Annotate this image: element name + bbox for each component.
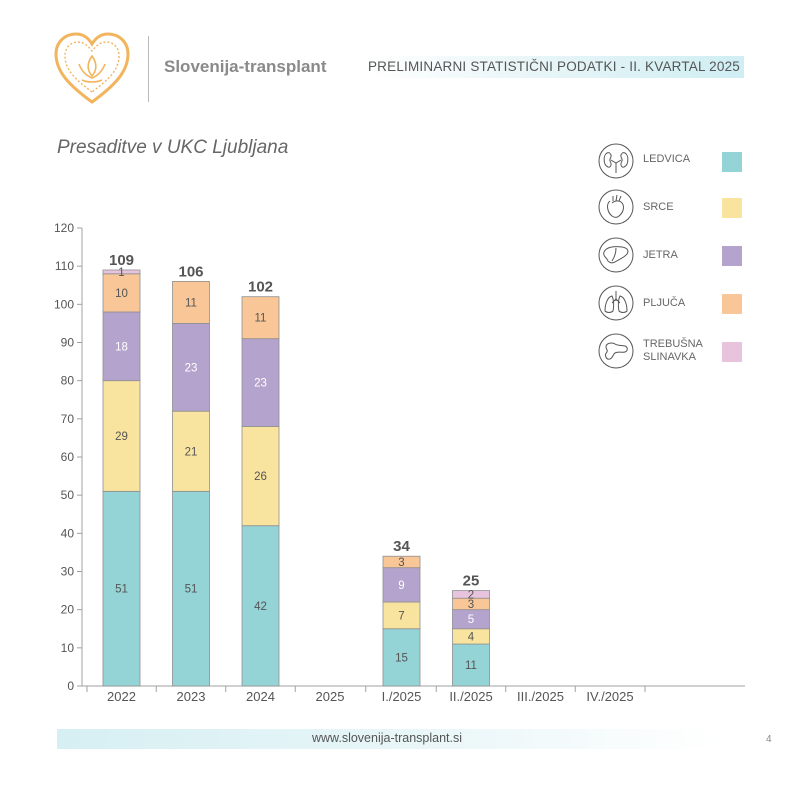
data-label: 18 bbox=[115, 341, 128, 353]
legend-label: PLJUČA bbox=[643, 297, 686, 309]
x-tick-label: I./2025 bbox=[382, 689, 422, 704]
legend-label: LEDVICA bbox=[643, 153, 691, 165]
data-label: 51 bbox=[115, 584, 128, 596]
legend-item-ledvica: LEDVICA bbox=[596, 143, 746, 183]
header-band bbox=[368, 56, 744, 78]
legend-item-trebusna-slinavka: TREBUŠNA SLINAVKA bbox=[596, 333, 746, 373]
bar-segment bbox=[102, 311, 141, 382]
header-title: PRELIMINARNI STATISTIČNI PODATKI - II. K… bbox=[367, 59, 740, 74]
y-tick-label: 0 bbox=[67, 679, 74, 693]
data-label: 10 bbox=[115, 288, 128, 300]
bar-segment bbox=[172, 323, 210, 412]
legend-swatch bbox=[722, 246, 742, 266]
bar-segment bbox=[172, 410, 210, 492]
x-tick-label: 2024 bbox=[246, 689, 275, 704]
bar-segment bbox=[241, 426, 280, 527]
data-label: 21 bbox=[185, 446, 198, 458]
y-tick-label: 30 bbox=[61, 565, 75, 579]
total-label: 34 bbox=[393, 538, 410, 555]
legend-swatch bbox=[722, 294, 742, 314]
bar-segment bbox=[102, 269, 141, 275]
heart-icon bbox=[598, 189, 634, 225]
kidney-icon bbox=[598, 143, 634, 179]
legend-label: SRCE bbox=[643, 201, 674, 213]
bar-segment bbox=[382, 601, 421, 630]
data-label: 11 bbox=[255, 313, 267, 325]
chart-title: Presaditve v UKC Ljubljana bbox=[57, 137, 289, 158]
bar-segment bbox=[452, 643, 490, 687]
data-label: 23 bbox=[185, 362, 198, 374]
y-tick-label: 120 bbox=[54, 221, 74, 235]
bar-segment bbox=[382, 555, 421, 569]
y-tick-label: 40 bbox=[61, 526, 75, 540]
bar-segment bbox=[102, 490, 141, 687]
logo-separator bbox=[148, 36, 149, 102]
x-tick-label: III./2025 bbox=[517, 689, 564, 704]
data-label: 42 bbox=[254, 601, 267, 613]
data-label: 11 bbox=[185, 297, 197, 309]
page-number: 4 bbox=[766, 734, 772, 745]
data-label: 1 bbox=[118, 267, 124, 279]
bar-segment bbox=[382, 567, 421, 603]
legend-label: TREBUŠNA SLINAVKA bbox=[643, 338, 703, 363]
data-label: 5 bbox=[468, 614, 474, 626]
total-label: 102 bbox=[248, 279, 273, 296]
y-tick-label: 110 bbox=[55, 259, 74, 273]
total-label: 109 bbox=[109, 252, 134, 269]
data-label: 7 bbox=[398, 610, 404, 622]
bar-segment bbox=[452, 590, 490, 599]
bar-segment bbox=[241, 525, 280, 687]
data-label: 11 bbox=[465, 660, 477, 672]
data-label: 2 bbox=[468, 589, 474, 601]
data-label: 4 bbox=[468, 631, 475, 643]
bar-segment bbox=[241, 296, 280, 340]
data-label: 3 bbox=[398, 557, 404, 569]
data-label: 29 bbox=[115, 431, 128, 443]
bar-segment bbox=[172, 490, 210, 687]
data-label: 51 bbox=[185, 584, 198, 596]
data-label: 15 bbox=[395, 652, 408, 664]
liver-icon bbox=[598, 237, 634, 273]
x-tick-label: IV./2025 bbox=[586, 689, 633, 704]
x-tick-label: II./2025 bbox=[449, 689, 492, 704]
legend-item-pljuca: PLJUČA bbox=[596, 285, 746, 325]
pancreas-icon bbox=[598, 333, 634, 369]
legend-swatch bbox=[722, 342, 742, 362]
total-label: 25 bbox=[463, 573, 480, 590]
y-tick-label: 90 bbox=[61, 336, 75, 350]
data-label: 3 bbox=[468, 599, 474, 611]
bar-segment bbox=[382, 628, 421, 687]
y-tick-label: 20 bbox=[61, 603, 75, 617]
legend-item-jetra: JETRA bbox=[596, 237, 746, 277]
x-tick-label: 2025 bbox=[316, 689, 345, 704]
logo-heart-icon bbox=[54, 32, 130, 104]
footer-url[interactable]: www.slovenija-transplant.si bbox=[311, 731, 463, 745]
data-label: 26 bbox=[254, 471, 267, 483]
lungs-icon bbox=[598, 285, 634, 321]
y-tick-label: 10 bbox=[61, 641, 75, 655]
bar-segment bbox=[102, 380, 141, 492]
total-label: 106 bbox=[178, 263, 203, 280]
x-tick-label: 2023 bbox=[177, 689, 206, 704]
x-tick-label: 2022 bbox=[107, 689, 136, 704]
data-label: 9 bbox=[398, 580, 404, 592]
y-tick-label: 100 bbox=[54, 297, 74, 311]
y-tick-label: 50 bbox=[61, 488, 75, 502]
bar-segment bbox=[241, 338, 280, 427]
y-tick-label: 80 bbox=[61, 374, 75, 388]
legend-label: JETRA bbox=[643, 249, 678, 261]
y-tick-label: 60 bbox=[61, 450, 75, 464]
y-tick-label: 70 bbox=[61, 412, 75, 426]
footer-band bbox=[57, 729, 717, 749]
data-label: 23 bbox=[254, 378, 267, 390]
legend-swatch bbox=[722, 198, 742, 218]
legend-swatch bbox=[722, 152, 742, 172]
bar-segment bbox=[172, 281, 210, 324]
brand-name: Slovenija-transplant bbox=[164, 57, 327, 76]
legend-item-srce: SRCE bbox=[596, 189, 746, 229]
